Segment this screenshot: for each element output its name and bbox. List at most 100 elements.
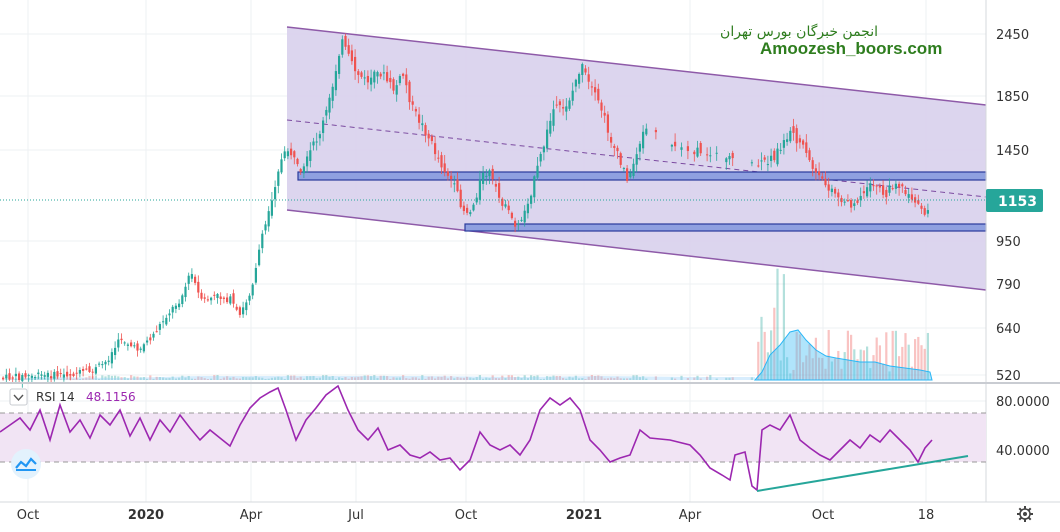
volume-bar [258,377,261,380]
volume-bar [226,376,229,380]
volume-bar [366,375,369,380]
volume-bar [760,316,763,380]
candle-body [453,183,456,185]
volume-bar [299,376,302,380]
tradingview-cloud-icon[interactable] [11,449,41,479]
volume-bar [862,350,865,380]
volume-bar [174,378,177,380]
volume-bar [757,341,760,380]
candle-body [526,203,529,214]
candle-body [296,158,299,165]
gear-icon[interactable] [1017,506,1033,522]
volume-bar [146,378,149,380]
volume-bar [162,377,165,380]
volume-bar [549,376,552,380]
candle-body [408,81,411,103]
candle-body [267,211,270,227]
candle-body [376,72,379,77]
volume-bar [706,376,709,380]
candle-body [370,77,373,85]
candle-body [584,68,587,73]
volume-bar [610,377,613,380]
candle-body [411,101,414,105]
volume-bar [350,376,353,380]
rsi-trendline[interactable] [756,455,969,492]
candle-body [245,302,248,311]
candle-body [328,97,331,113]
candle-body [306,156,309,167]
last-price-tag [986,189,1043,212]
volume-bar [344,377,347,380]
volume-bar [840,368,843,380]
candle-body [686,146,689,152]
volume-bar [622,378,625,380]
rsi-line[interactable] [0,384,933,492]
volume-bar [206,378,209,380]
volume-bar [542,378,545,380]
volume-bar [898,356,901,380]
candle-body [75,372,78,374]
collapse-button[interactable] [9,388,28,406]
candle-body [162,321,165,323]
candle-body [731,152,734,159]
volume-bar [866,346,869,380]
candlestick-series[interactable] [2,33,929,388]
candle-body [392,79,395,91]
time-tick: Oct [17,508,39,523]
candle-body [600,102,603,111]
candle-body [466,207,469,213]
candle-body [334,71,337,91]
volume-bar [498,378,501,380]
volume-bar [376,377,379,380]
volume-bar [389,378,392,380]
candle-body [53,371,56,379]
candle-body [450,175,453,180]
candle-body [773,150,776,161]
volume-bar [222,377,225,380]
volume-bar [254,376,257,380]
candle-body [728,156,731,160]
volume-bar [590,375,593,380]
candle-body [382,72,385,74]
candle-body [40,374,43,376]
volume-bar [293,375,296,380]
support-band[interactable] [464,223,987,232]
volume-bar [443,375,446,380]
channel-bottom-line[interactable] [286,209,987,291]
volume-bar [536,375,539,380]
candle-body [693,151,696,155]
candle-body [325,109,328,116]
volume-base-area [0,376,755,380]
volume-bar [203,378,206,380]
volume-bar [165,378,168,380]
candle-body [126,344,129,346]
volume-bar [638,377,641,380]
volume-bar [731,377,734,380]
rsi-tick: 40.0000 [996,444,1050,459]
volume-bar [811,358,814,380]
price-axis[interactable]: 2450 1850 1450 950 790 640 520 [996,28,1029,384]
resistance-band[interactable] [297,171,987,181]
candle-body [66,371,69,377]
candle-body [770,155,773,162]
candle-body [27,375,30,377]
candle-body [805,142,808,153]
volume-bar [94,375,97,380]
candle-body [402,73,405,76]
volume-bar [360,376,363,380]
candle-body [363,77,366,79]
candle-body [120,338,123,341]
candle-body [277,171,280,186]
rsi-legend[interactable]: RSI 14 48.1156 [9,388,136,406]
time-axis[interactable]: Oct 2020 Apr Jul Oct 2021 Apr Oct 18 [17,508,935,523]
volume-bar [907,344,910,380]
volume-bar [603,378,606,380]
candle-body [760,160,763,162]
volume-bar [229,377,232,380]
channel-top-line[interactable] [286,26,987,106]
candle-body [642,131,645,149]
candle-body [37,372,40,375]
volume-bar [776,268,779,380]
volume-bar [696,375,699,380]
